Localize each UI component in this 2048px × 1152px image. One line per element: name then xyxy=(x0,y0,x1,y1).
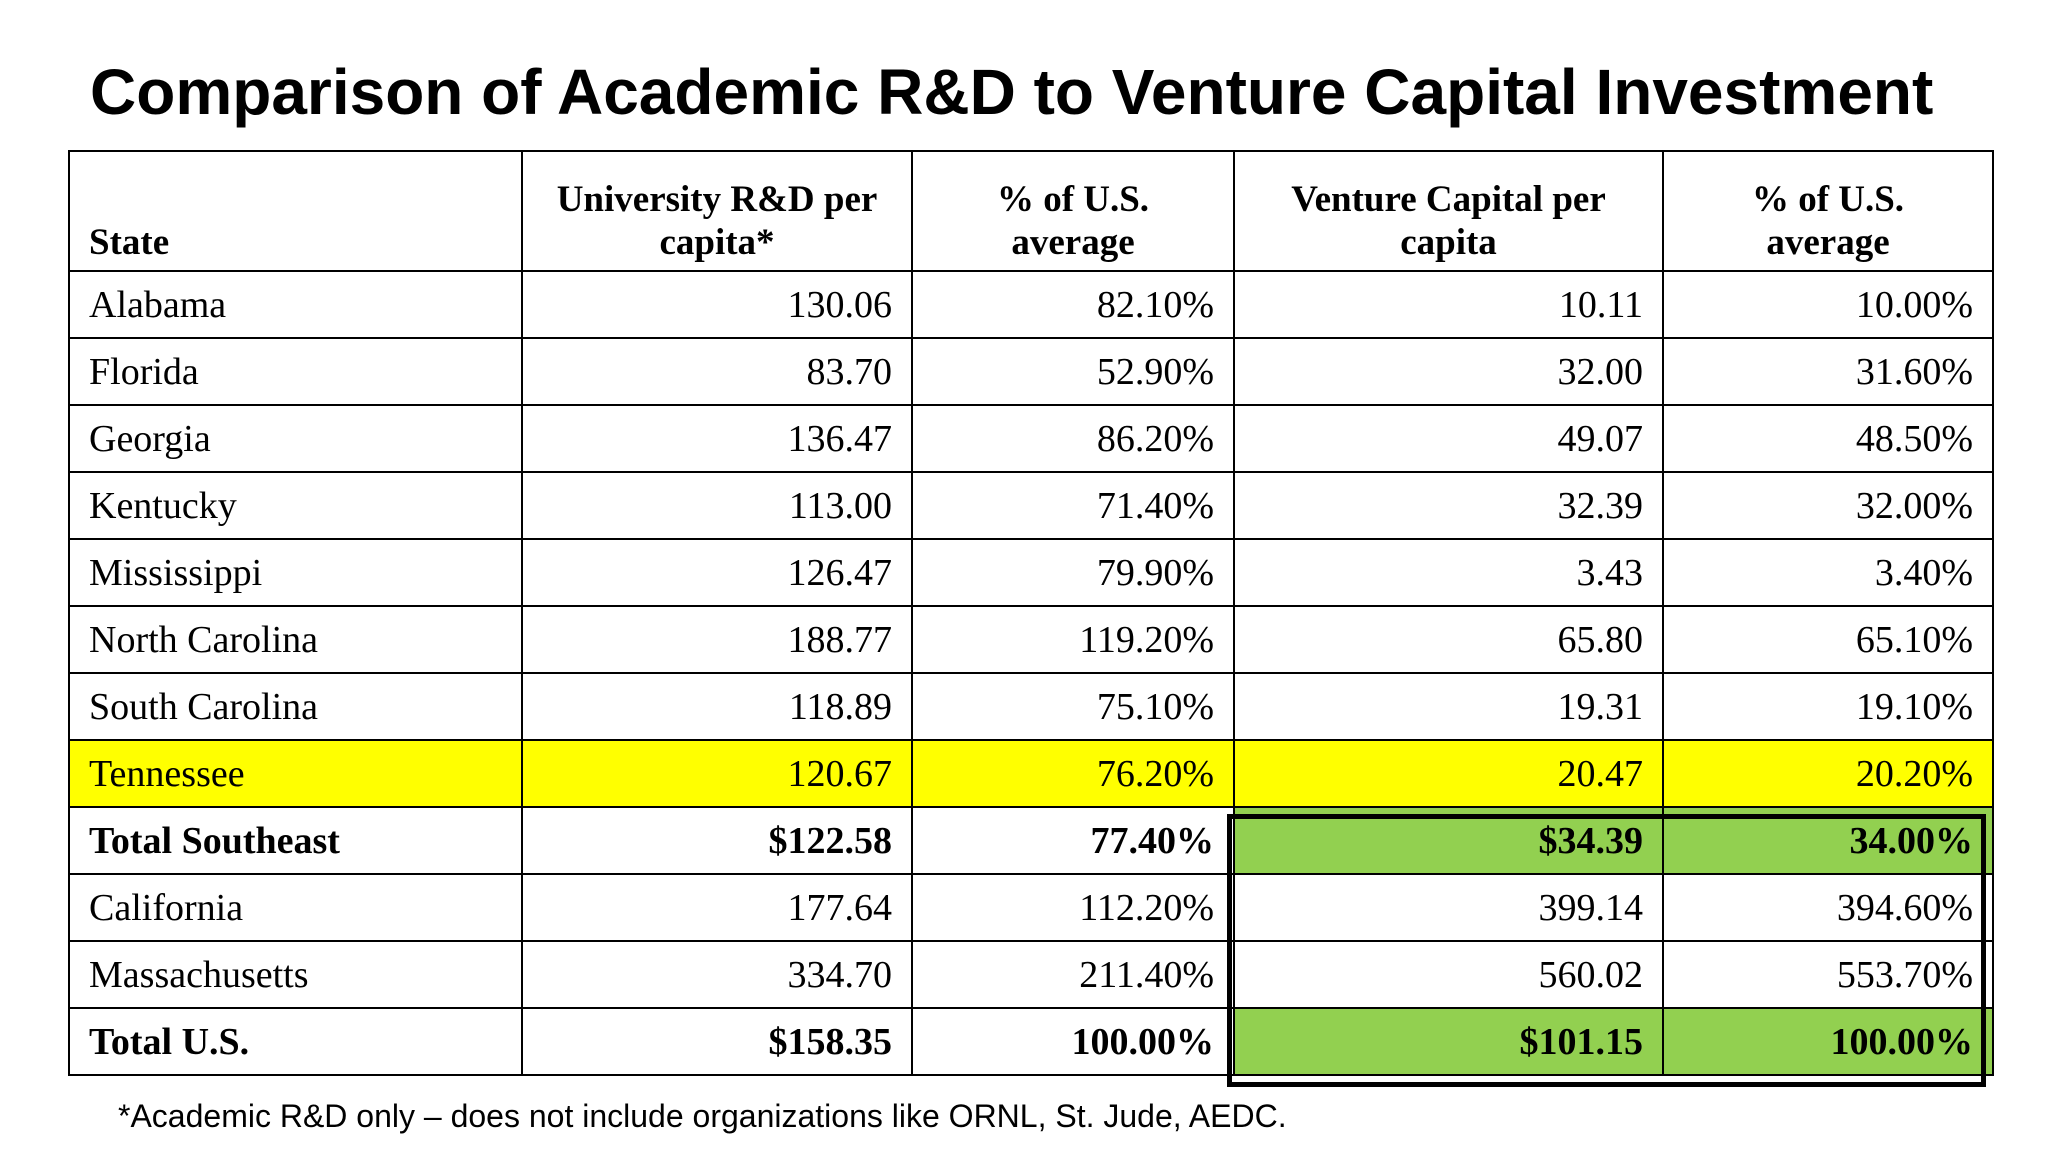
table-row-total-southeast: Total Southeast $122.58 77.40% $34.39 34… xyxy=(68,806,1994,875)
vc-pct-cell: 65.10% xyxy=(1662,605,1994,674)
rd-pct-cell: 75.10% xyxy=(911,672,1235,741)
table-row-mississippi: Mississippi 126.47 79.90% 3.43 3.40% xyxy=(68,538,1994,607)
state-cell: Total U.S. xyxy=(68,1007,523,1076)
table-row-california: California 177.64 112.20% 399.14 394.60% xyxy=(68,873,1994,942)
vc-pct-cell: 32.00% xyxy=(1662,471,1994,540)
rd-pct-cell: 211.40% xyxy=(911,940,1235,1009)
vc-cell: 20.47 xyxy=(1233,739,1664,808)
rd-pct-cell: 52.90% xyxy=(911,337,1235,406)
rd-cell: 118.89 xyxy=(521,672,913,741)
table-row-north-carolina: North Carolina 188.77 119.20% 65.80 65.1… xyxy=(68,605,1994,674)
rd-cell: 126.47 xyxy=(521,538,913,607)
rd-cell: 113.00 xyxy=(521,471,913,540)
header-rd-pct-avg: % of U.S. average xyxy=(911,150,1235,272)
rd-cell: 334.70 xyxy=(521,940,913,1009)
rd-pct-cell: 82.10% xyxy=(911,270,1235,339)
rd-cell: 83.70 xyxy=(521,337,913,406)
rd-pct-cell: 112.20% xyxy=(911,873,1235,942)
header-rd-per-capita: University R&D per capita* xyxy=(521,150,913,272)
page-title: Comparison of Academic R&D to Venture Ca… xyxy=(90,56,1934,128)
vc-pct-cell: 48.50% xyxy=(1662,404,1994,473)
header-state: State xyxy=(68,150,523,272)
vc-pct-cell: 10.00% xyxy=(1662,270,1994,339)
rd-cell: 177.64 xyxy=(521,873,913,942)
table-row-kentucky: Kentucky 113.00 71.40% 32.39 32.00% xyxy=(68,471,1994,540)
header-row: State University R&D per capita* % of U.S… xyxy=(68,150,1994,272)
vc-cell: 3.43 xyxy=(1233,538,1664,607)
comparison-table: State University R&D per capita* % of U.S… xyxy=(68,150,1994,1076)
rd-cell: 120.67 xyxy=(521,739,913,808)
vc-cell: 399.14 xyxy=(1233,873,1664,942)
rd-pct-cell: 79.90% xyxy=(911,538,1235,607)
rd-pct-cell: 76.20% xyxy=(911,739,1235,808)
vc-pct-cell: 3.40% xyxy=(1662,538,1994,607)
header-vc-per-capita: Venture Capital per capita xyxy=(1233,150,1664,272)
vc-pct-cell: 100.00% xyxy=(1662,1007,1994,1076)
table-row-south-carolina: South Carolina 118.89 75.10% 19.31 19.10… xyxy=(68,672,1994,741)
vc-cell: $34.39 xyxy=(1233,806,1664,875)
header-vc-pct-avg: % of U.S. average xyxy=(1662,150,1994,272)
state-cell: California xyxy=(68,873,523,942)
vc-cell: 32.39 xyxy=(1233,471,1664,540)
state-cell: Alabama xyxy=(68,270,523,339)
vc-pct-cell: 31.60% xyxy=(1662,337,1994,406)
vc-cell: 32.00 xyxy=(1233,337,1664,406)
state-cell: Georgia xyxy=(68,404,523,473)
vc-pct-cell: 34.00% xyxy=(1662,806,1994,875)
rd-cell: $122.58 xyxy=(521,806,913,875)
rd-cell: 136.47 xyxy=(521,404,913,473)
state-cell: North Carolina xyxy=(68,605,523,674)
table-row-georgia: Georgia 136.47 86.20% 49.07 48.50% xyxy=(68,404,1994,473)
state-cell: South Carolina xyxy=(68,672,523,741)
vc-pct-cell: 394.60% xyxy=(1662,873,1994,942)
state-cell: Total Southeast xyxy=(68,806,523,875)
rd-cell: 188.77 xyxy=(521,605,913,674)
state-cell: Massachusetts xyxy=(68,940,523,1009)
state-cell: Florida xyxy=(68,337,523,406)
vc-cell: 19.31 xyxy=(1233,672,1664,741)
table-row-total-us: Total U.S. $158.35 100.00% $101.15 100.0… xyxy=(68,1007,1994,1076)
vc-pct-cell: 19.10% xyxy=(1662,672,1994,741)
rd-cell: $158.35 xyxy=(521,1007,913,1076)
vc-pct-cell: 553.70% xyxy=(1662,940,1994,1009)
table-row-massachusetts: Massachusetts 334.70 211.40% 560.02 553.… xyxy=(68,940,1994,1009)
state-cell: Mississippi xyxy=(68,538,523,607)
state-cell: Kentucky xyxy=(68,471,523,540)
rd-pct-cell: 86.20% xyxy=(911,404,1235,473)
vc-cell: 65.80 xyxy=(1233,605,1664,674)
vc-pct-cell: 20.20% xyxy=(1662,739,1994,808)
vc-cell: 49.07 xyxy=(1233,404,1664,473)
rd-pct-cell: 77.40% xyxy=(911,806,1235,875)
footnote: *Academic R&D only – does not include or… xyxy=(118,1098,1287,1134)
rd-cell: 130.06 xyxy=(521,270,913,339)
rd-pct-cell: 100.00% xyxy=(911,1007,1235,1076)
vc-cell: 10.11 xyxy=(1233,270,1664,339)
rd-pct-cell: 119.20% xyxy=(911,605,1235,674)
table-row-tennessee: Tennessee 120.67 76.20% 20.47 20.20% xyxy=(68,739,1994,808)
table-row-florida: Florida 83.70 52.90% 32.00 31.60% xyxy=(68,337,1994,406)
state-cell: Tennessee xyxy=(68,739,523,808)
rd-pct-cell: 71.40% xyxy=(911,471,1235,540)
vc-cell: 560.02 xyxy=(1233,940,1664,1009)
table-row-alabama: Alabama 130.06 82.10% 10.11 10.00% xyxy=(68,270,1994,339)
vc-cell: $101.15 xyxy=(1233,1007,1664,1076)
